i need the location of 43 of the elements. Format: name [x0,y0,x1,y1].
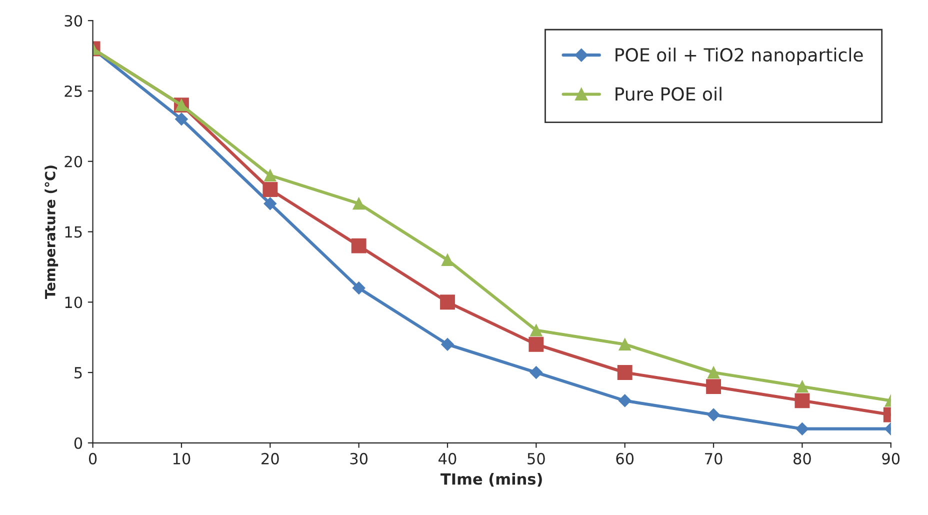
point [264,169,276,182]
point [528,336,544,352]
point [264,197,277,210]
y-tick-label: 15 [65,226,82,238]
point [618,394,632,408]
point [617,365,632,380]
point [175,112,188,126]
x-axis-title: TIme (mins) [440,472,542,487]
point [618,338,631,350]
x-tick-label: 60 [616,452,634,464]
point [351,238,366,254]
x-tick-label: 20 [262,452,279,464]
x-tick-label: 0 [88,452,97,464]
y-tick-label: 0 [74,437,82,449]
point [441,254,454,266]
y-tick-label: 5 [74,367,82,379]
point [794,393,810,408]
x-tick-label: 90 [882,452,900,464]
x-tick-label: 10 [173,452,190,464]
x-tick-label: 70 [705,452,722,464]
point [796,380,808,393]
point [440,294,455,310]
point [441,338,454,351]
point [352,198,365,210]
y-tick-label: 30 [64,15,82,27]
legend-label: Pure POE oil [616,86,722,101]
x-tick-label: 40 [438,452,456,464]
y-tick-label: 20 [64,156,82,168]
y-tick-label: 10 [65,296,82,308]
point [352,282,366,294]
x-tick-label: 50 [528,452,545,464]
point [707,366,720,379]
x-tick-label: 80 [794,452,811,464]
y-tick-label: 25 [64,85,82,98]
point [530,324,542,336]
point [796,422,809,436]
point [707,408,720,422]
y-axis-title: Temperature (°C) [44,166,58,299]
legend-label: POE oil + TiO2 nanoparticle [616,48,863,66]
point [706,379,721,394]
x-tick-label: 30 [350,452,368,464]
point [530,366,543,379]
point [262,182,278,197]
